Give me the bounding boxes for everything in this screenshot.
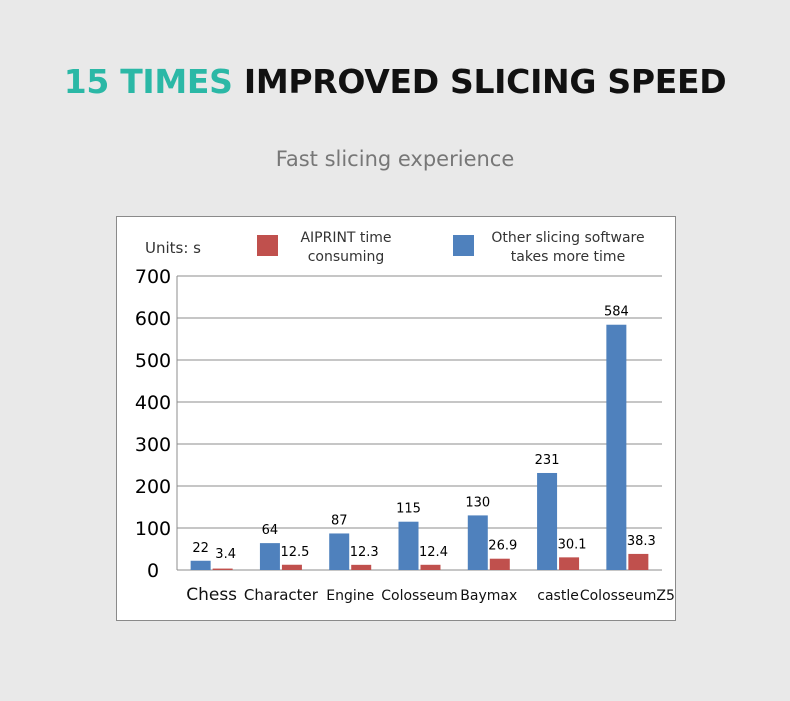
- x-tick-label-ColosseumZ5: ColosseumZ5: [580, 588, 675, 604]
- bar-aiprint-castle: [559, 557, 580, 570]
- data-label-other-castle: 231: [535, 453, 560, 468]
- bar-other-Chess: [190, 560, 211, 570]
- bar-aiprint-Chess: [212, 568, 233, 570]
- data-label-other-Chess: 22: [192, 541, 209, 556]
- bar-aiprint-ColosseumZ5: [628, 553, 649, 570]
- y-tick-label-300: 300: [135, 434, 171, 456]
- y-tick-label-0: 0: [147, 560, 159, 582]
- data-label-aiprint-Baymax: 26.9: [488, 539, 517, 554]
- data-label-aiprint-ColosseumZ5: 38.3: [627, 534, 656, 549]
- data-label-aiprint-Chess: 3.4: [215, 547, 236, 562]
- x-tick-label-Character: Character: [244, 586, 319, 604]
- bar-other-ColosseumZ5: [606, 324, 627, 570]
- x-tick-label-Engine: Engine: [326, 588, 374, 604]
- x-tick-label-castle: castle: [537, 588, 579, 604]
- y-tick-label-500: 500: [135, 350, 171, 372]
- y-tick-label-100: 100: [135, 518, 171, 540]
- data-label-other-ColosseumZ5: 584: [604, 305, 629, 320]
- data-label-other-Character: 64: [262, 523, 279, 538]
- y-tick-label-600: 600: [135, 308, 171, 330]
- bar-other-Baymax: [467, 515, 488, 570]
- legend-label-0-1: consuming: [308, 249, 385, 265]
- bar-other-Colosseum: [398, 521, 419, 570]
- data-label-aiprint-Engine: 12.3: [350, 545, 379, 560]
- legend-label-1-0: Other slicing software: [491, 230, 644, 246]
- legend-swatch-1: [453, 235, 474, 256]
- title-main: IMPROVED SLICING SPEED: [243, 62, 727, 101]
- page-title: 15 TIMES IMPROVED SLICING SPEED: [0, 62, 790, 101]
- bar-aiprint-Character: [281, 564, 302, 570]
- bar-aiprint-Baymax: [489, 558, 510, 570]
- data-label-other-Baymax: 130: [465, 495, 490, 510]
- bar-other-Engine: [329, 533, 350, 570]
- y-tick-label-700: 700: [135, 266, 171, 288]
- data-label-aiprint-Character: 12.5: [280, 545, 309, 560]
- units-label: Units: s: [145, 239, 201, 257]
- page-subtitle: Fast slicing experience: [275, 147, 515, 171]
- data-label-aiprint-Colosseum: 12.4: [419, 545, 448, 560]
- bar-other-castle: [537, 472, 558, 570]
- legend-label-1-1: takes more time: [511, 249, 625, 265]
- x-tick-label-Baymax: Baymax: [460, 588, 517, 604]
- title-accent: 15 TIMES: [63, 62, 233, 101]
- y-tick-label-200: 200: [135, 476, 171, 498]
- y-tick-label-400: 400: [135, 392, 171, 414]
- data-label-other-Engine: 87: [331, 513, 348, 528]
- data-label-other-Colosseum: 115: [396, 502, 421, 517]
- chart-panel: 0 100 200 300 400 500 600 700 22 3.4 Chess 64 12.5 Ch…: [116, 216, 676, 621]
- data-label-aiprint-castle: 30.1: [558, 537, 587, 552]
- bar-aiprint-Engine: [351, 564, 372, 570]
- x-tick-label-Colosseum: Colosseum: [381, 588, 458, 604]
- bar-other-Character: [259, 543, 280, 570]
- bar-aiprint-Colosseum: [420, 564, 441, 570]
- legend-label-0-0: AIPRINT time: [300, 230, 391, 246]
- legend-swatch-0: [257, 235, 278, 256]
- x-tick-label-Chess: Chess: [186, 585, 237, 605]
